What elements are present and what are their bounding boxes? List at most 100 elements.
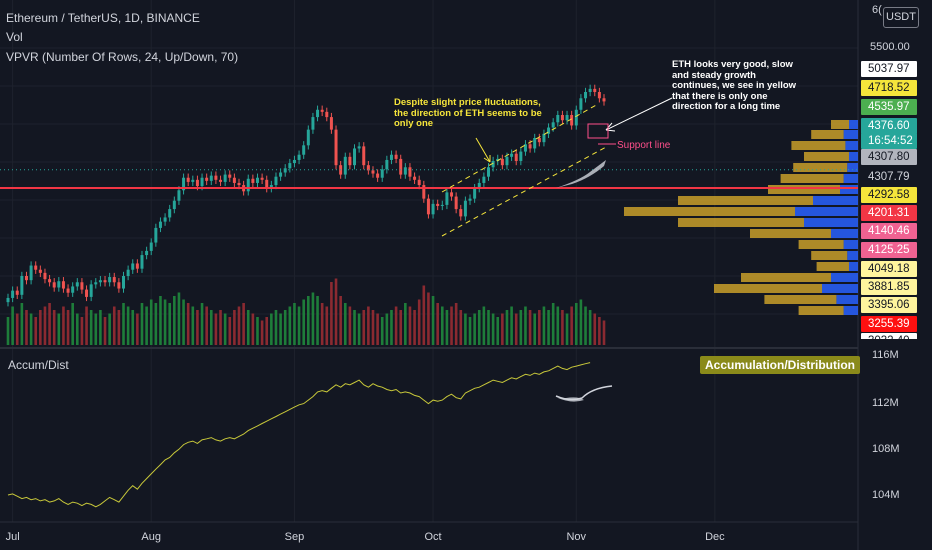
- volume-bar: [542, 306, 546, 345]
- candle-body: [43, 272, 47, 280]
- volume-bar: [168, 303, 172, 345]
- volume-bar: [34, 317, 38, 345]
- vp-row-down: [831, 120, 849, 129]
- price-label-box: [861, 242, 917, 258]
- candle-body: [48, 279, 52, 283]
- vp-row-up: [831, 273, 858, 282]
- vp-row-down: [798, 306, 844, 315]
- candle-body: [588, 88, 592, 92]
- volume-bar: [459, 310, 463, 345]
- candle-body: [500, 158, 504, 166]
- volume-bar: [108, 313, 111, 345]
- candle-body: [394, 154, 398, 159]
- time-tick-label: Nov: [566, 531, 586, 543]
- candle-body: [459, 209, 463, 217]
- support-line-label[interactable]: Support line: [617, 140, 671, 151]
- volume-bar: [570, 306, 573, 345]
- volume-bar: [588, 310, 592, 345]
- ad-tick-label: 112M: [872, 397, 899, 409]
- price-axis[interactable]: 5500.00 5037.97 4718.52 4535.97 4376.60 16:54…: [861, 41, 917, 501]
- candle-body: [108, 277, 112, 283]
- symbol-legend[interactable]: Ethereum / TetherUS, 1D, BINANCE: [6, 11, 200, 25]
- volume-bar: [482, 306, 486, 345]
- vp-row-up: [843, 240, 858, 249]
- candle-body: [219, 179, 223, 182]
- candle-body: [154, 227, 158, 243]
- volume-bar: [316, 296, 319, 345]
- candle-body: [288, 163, 292, 169]
- indicator-legend[interactable]: Accum/Dist: [8, 358, 69, 372]
- volume-bar: [556, 306, 560, 345]
- arrow-head: [483, 155, 491, 163]
- volume-bar: [514, 313, 518, 345]
- volume-bar: [20, 303, 24, 345]
- volume-bar: [353, 310, 356, 345]
- candle-body: [597, 92, 601, 99]
- volume-bar: [260, 320, 264, 345]
- volume-bar: [163, 299, 167, 345]
- volume-bar: [413, 310, 416, 345]
- volume-bar: [159, 296, 162, 345]
- volume-bar: [29, 313, 33, 345]
- volume-bar: [464, 313, 467, 345]
- candle-body: [75, 282, 79, 287]
- candle-body: [334, 129, 338, 166]
- volume-bar: [320, 303, 324, 345]
- volume-bar: [311, 292, 315, 345]
- vp-row-up: [843, 174, 858, 183]
- candle-body: [255, 177, 259, 183]
- candle-body: [362, 146, 366, 166]
- candle-body: [473, 188, 477, 199]
- volume-bar: [145, 306, 148, 345]
- vp-row-down: [798, 240, 844, 249]
- candle-body: [103, 280, 107, 283]
- vp-row-up: [843, 306, 858, 315]
- candle-body: [593, 88, 597, 92]
- vp-row-up: [849, 120, 858, 129]
- volume-bar: [362, 310, 366, 345]
- candle-body: [158, 221, 162, 228]
- candle-body: [426, 198, 430, 215]
- price-tick-label: 5500.00: [870, 41, 910, 53]
- annotation-outlook[interactable]: ETH looks very good, slow and steady gro…: [672, 59, 797, 112]
- volume-bar: [450, 306, 453, 345]
- vp-row-up: [813, 196, 858, 205]
- annotation-direction[interactable]: Despite slight price fluctuations, the d…: [394, 97, 542, 129]
- price-label: 4307.80: [868, 151, 910, 163]
- volume-bar: [598, 317, 601, 345]
- candle-body: [422, 185, 426, 199]
- candle-body: [417, 179, 421, 186]
- candle-body: [140, 255, 144, 269]
- candle-body: [214, 175, 218, 180]
- candle-body: [149, 242, 153, 251]
- volume-bar: [89, 310, 93, 345]
- volume-bar: [519, 310, 523, 345]
- volume-bar: [501, 313, 504, 345]
- candle-body: [380, 169, 384, 178]
- currency-button[interactable]: USDT: [883, 7, 919, 28]
- candle-body: [551, 122, 555, 128]
- candle-body: [186, 177, 190, 182]
- candle-body: [61, 281, 65, 289]
- candle-body: [376, 173, 380, 178]
- vp-row-down: [804, 152, 849, 161]
- volume-bar: [533, 313, 536, 345]
- channel-lower-line: [441, 145, 609, 237]
- volume-bar: [237, 306, 241, 345]
- time-axis[interactable]: Jul Aug Sep Oct Nov Dec: [6, 531, 726, 543]
- candle-body: [297, 154, 301, 160]
- vpvr-legend[interactable]: VPVR (Number Of Rows, 24, Up/Down, 70): [6, 50, 239, 64]
- volume-bar: [367, 306, 370, 345]
- indicator-badge: Accumulation/Distribution: [700, 356, 860, 374]
- candle-body: [408, 167, 412, 177]
- price-label-box: [861, 279, 917, 295]
- candle-body: [385, 159, 389, 170]
- volume-bar: [173, 296, 176, 345]
- volume-legend[interactable]: Vol: [6, 30, 23, 44]
- candle-body: [80, 282, 84, 290]
- candle-body: [71, 286, 75, 293]
- candle-body: [24, 276, 28, 281]
- volume-bar: [228, 317, 232, 345]
- price-label-box: [861, 223, 917, 239]
